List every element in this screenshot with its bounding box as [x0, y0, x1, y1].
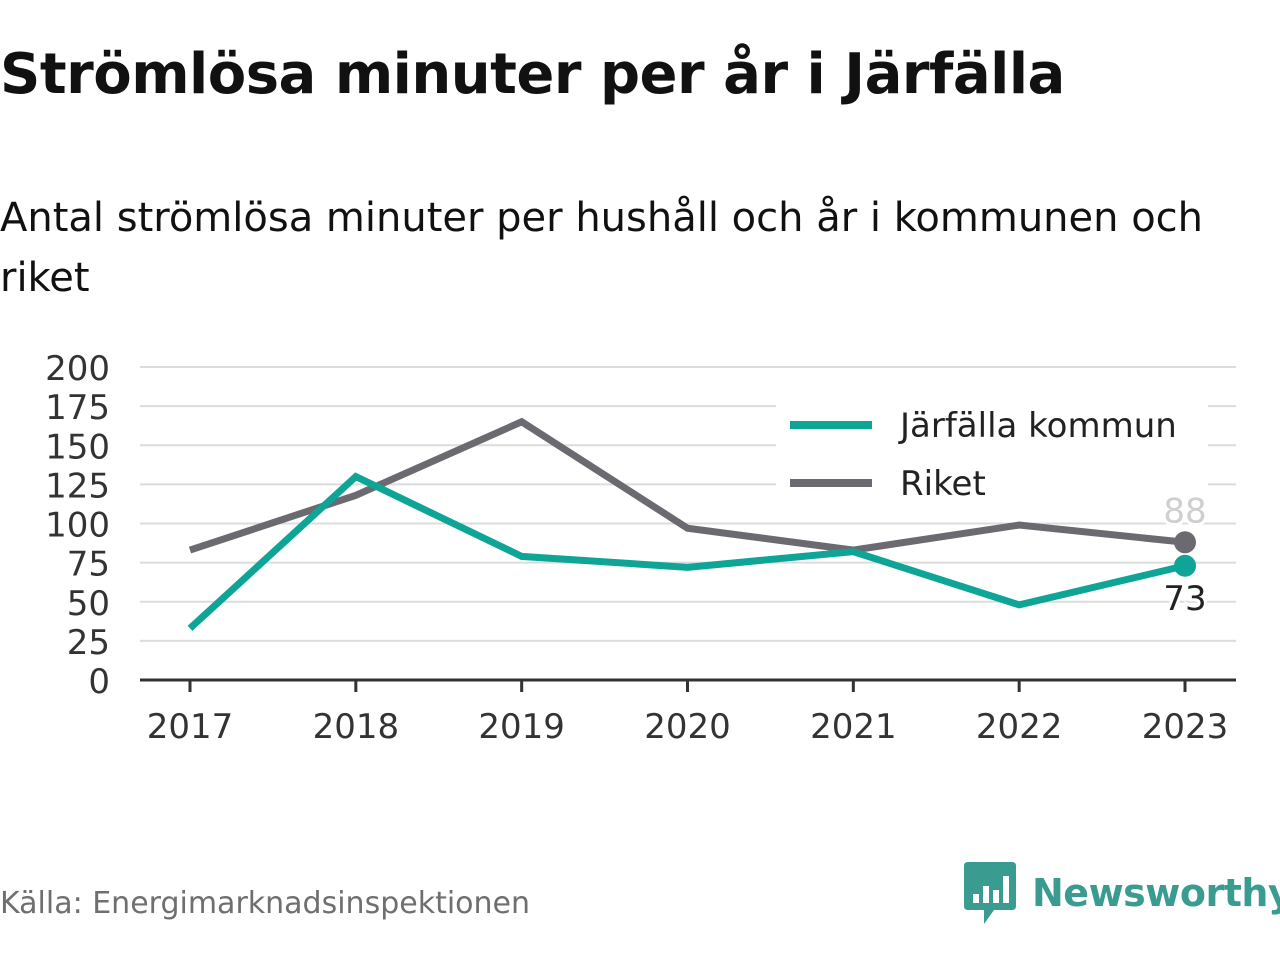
x-tick-label-2022: 2022 [976, 707, 1063, 747]
brand: Newsworthy [964, 862, 1280, 924]
brand-name: Newsworthy [1032, 871, 1280, 915]
x-tick-label-2021: 2021 [810, 707, 897, 747]
y-tick-label-25: 25 [67, 623, 110, 663]
data-labels: 88 73 [1160, 488, 1209, 621]
source-note: Källa: Energimarknadsinspektionen [0, 886, 531, 921]
y-tick-label-175: 175 [45, 388, 110, 428]
series-lines [187, 417, 1196, 631]
y-tick-label-0: 0 [88, 662, 110, 702]
y-tick-label-50: 50 [67, 584, 110, 624]
y-tick-label-100: 100 [45, 506, 110, 546]
data-label-riket-end: 88 [1163, 491, 1206, 531]
y-tick-label-150: 150 [45, 427, 110, 467]
x-tick-label-2019: 2019 [478, 707, 565, 747]
series-end-point-1 [1174, 531, 1196, 554]
y-tick-label-125: 125 [45, 466, 110, 506]
x-tick-label-2023: 2023 [1142, 707, 1229, 747]
data-label-jarfalla-end: 73 [1163, 579, 1206, 619]
newsworthy-logo-icon [964, 862, 1016, 924]
series-end-point-0 [1174, 554, 1196, 577]
y-tick-label-75: 75 [67, 545, 110, 585]
chart-subtitle: Antal strömlösa minuter per hushåll och … [0, 195, 1204, 301]
series-line-0 [187, 472, 1186, 631]
legend-label-1: Riket [900, 464, 986, 504]
legend-label-0: Järfälla kommun [898, 406, 1177, 446]
x-tick-label-2020: 2020 [644, 707, 731, 747]
series-line-1 [188, 417, 1186, 554]
x-tick-label-2017: 2017 [147, 707, 234, 747]
legend: Järfälla kommun Riket [776, 396, 1208, 504]
y-tick-label-200: 200 [45, 349, 110, 389]
chart-title: Strömlösa minuter per år i Järfälla [0, 42, 1065, 107]
x-tick-label-2018: 2018 [313, 707, 400, 747]
